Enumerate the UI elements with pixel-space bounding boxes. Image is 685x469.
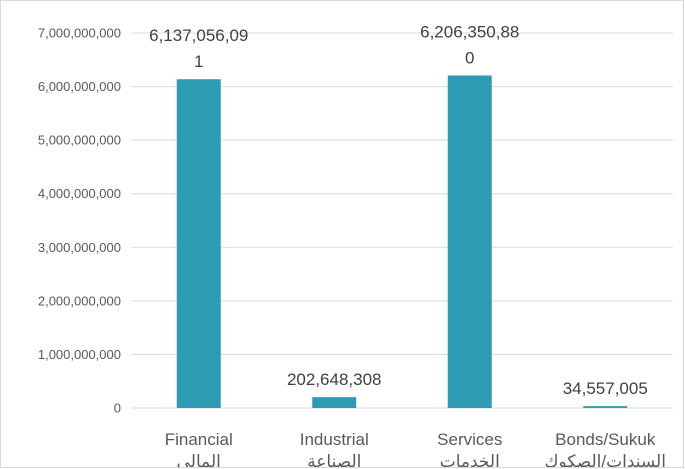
category-label: Financial — [165, 430, 233, 449]
y-tick-label: 0 — [114, 401, 121, 416]
bar — [176, 79, 221, 409]
data-label: 1 — [194, 52, 203, 71]
category-label: المالي — [177, 452, 221, 468]
y-tick-label: 6,000,000,000 — [38, 79, 121, 94]
bar — [447, 75, 492, 409]
category-label: Services — [437, 430, 502, 449]
data-label: 0 — [465, 49, 474, 68]
category-label: الخدمات — [440, 452, 500, 468]
y-tick-label: 7,000,000,000 — [38, 26, 121, 41]
y-tick-label: 4,000,000,000 — [38, 186, 121, 201]
y-tick-label: 2,000,000,000 — [38, 293, 121, 308]
data-label: 34,557,005 — [563, 379, 648, 398]
data-label: 6,206,350,88 — [420, 23, 519, 42]
y-tick-label: 5,000,000,000 — [38, 133, 121, 148]
y-tick-label: 3,000,000,000 — [38, 240, 121, 255]
category-label: Bonds/Sukuk — [555, 430, 656, 449]
bar — [583, 406, 628, 408]
category-label: السندات/الصكوك — [545, 452, 666, 468]
y-tick-label: 1,000,000,000 — [38, 347, 121, 362]
data-label: 6,137,056,09 — [149, 26, 248, 45]
category-label: Industrial — [300, 430, 369, 449]
category-label: الصناعة — [307, 452, 361, 468]
data-label: 202,648,308 — [287, 370, 382, 389]
bar — [312, 397, 357, 408]
